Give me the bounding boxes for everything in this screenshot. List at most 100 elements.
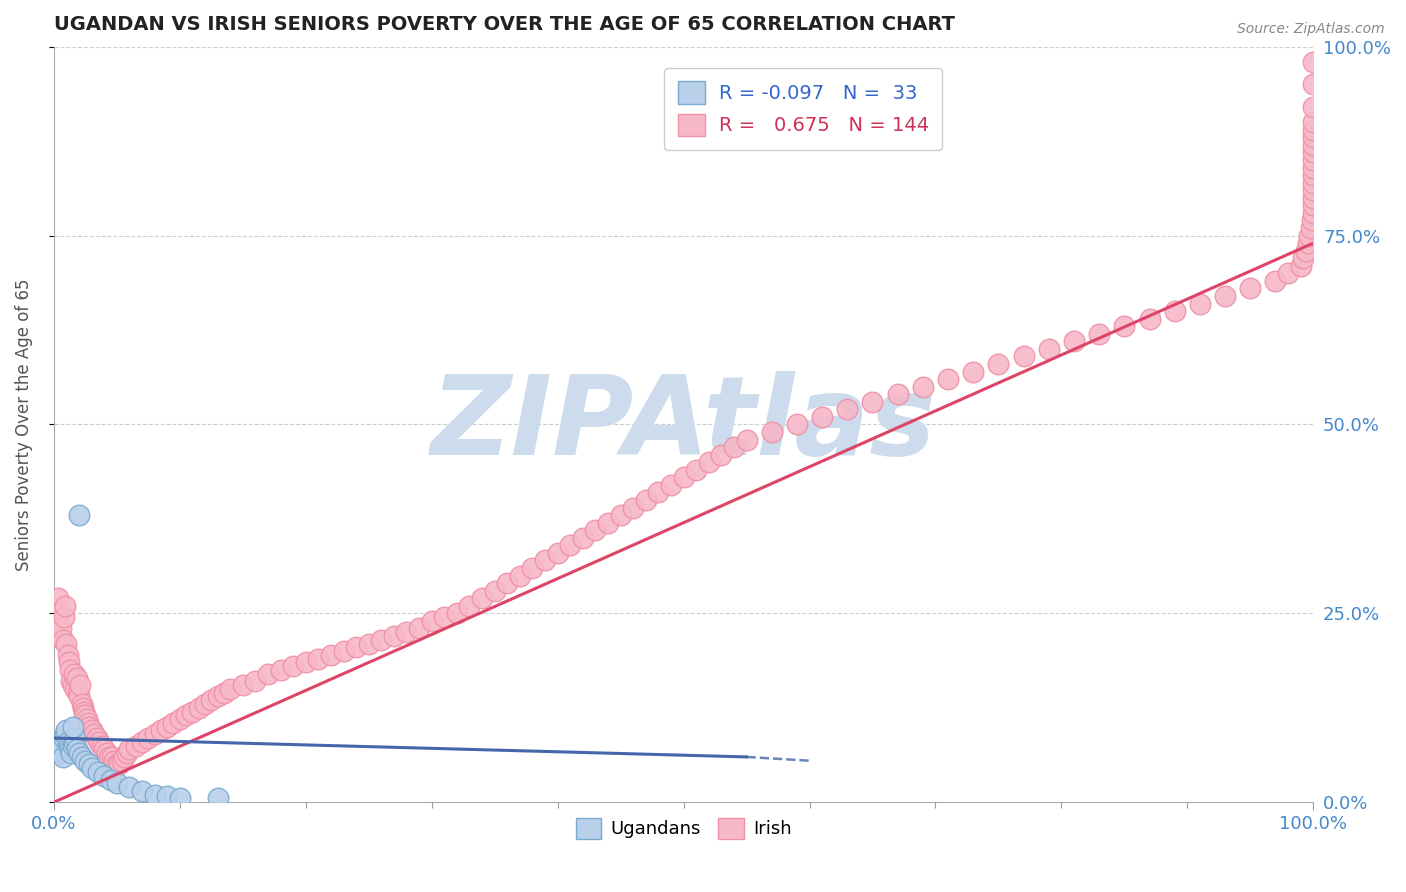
Y-axis label: Seniors Poverty Over the Age of 65: Seniors Poverty Over the Age of 65	[15, 278, 32, 571]
Point	[100, 750, 122, 764]
Point	[86, 731, 108, 745]
Point	[125, 739, 148, 753]
Point	[621, 500, 644, 515]
Legend: Ugandans, Irish: Ugandans, Irish	[568, 811, 799, 847]
Point	[70, 750, 93, 764]
Point	[1302, 183, 1324, 197]
Point	[1302, 176, 1324, 190]
Point	[496, 576, 519, 591]
Point	[169, 712, 191, 726]
Point	[90, 739, 112, 753]
Point	[281, 659, 304, 673]
Point	[63, 735, 86, 749]
Point	[433, 610, 456, 624]
Point	[710, 448, 733, 462]
Point	[77, 757, 100, 772]
Point	[534, 553, 557, 567]
Point	[118, 742, 141, 756]
Point	[69, 678, 91, 692]
Point	[51, 739, 73, 753]
Point	[53, 727, 76, 741]
Point	[962, 365, 984, 379]
Point	[1264, 274, 1286, 288]
Point	[685, 463, 707, 477]
Point	[65, 671, 87, 685]
Point	[1302, 78, 1324, 92]
Point	[58, 739, 80, 753]
Point	[245, 674, 267, 689]
Point	[59, 742, 82, 756]
Point	[112, 750, 135, 764]
Point	[143, 727, 166, 741]
Point	[471, 591, 494, 606]
Point	[48, 607, 70, 621]
Point	[886, 387, 908, 401]
Point	[63, 666, 86, 681]
Point	[862, 394, 884, 409]
Point	[56, 735, 79, 749]
Point	[408, 622, 430, 636]
Point	[1114, 319, 1136, 334]
Point	[1012, 350, 1035, 364]
Point	[232, 678, 254, 692]
Point	[67, 690, 90, 704]
Point	[105, 757, 128, 772]
Point	[59, 663, 82, 677]
Point	[219, 681, 242, 696]
Point	[75, 754, 97, 768]
Point	[1188, 296, 1211, 310]
Point	[307, 651, 329, 665]
Point	[66, 686, 89, 700]
Point	[1296, 236, 1319, 251]
Point	[294, 656, 316, 670]
Point	[105, 776, 128, 790]
Point	[70, 697, 93, 711]
Point	[111, 754, 134, 768]
Point	[1299, 221, 1322, 235]
Point	[62, 720, 84, 734]
Point	[60, 746, 83, 760]
Point	[62, 678, 84, 692]
Point	[108, 757, 131, 772]
Point	[522, 561, 544, 575]
Point	[786, 417, 808, 432]
Text: UGANDAN VS IRISH SENIORS POVERTY OVER THE AGE OF 65 CORRELATION CHART: UGANDAN VS IRISH SENIORS POVERTY OVER TH…	[53, 15, 955, 34]
Point	[96, 746, 118, 760]
Point	[60, 674, 83, 689]
Point	[56, 648, 79, 662]
Point	[93, 742, 115, 756]
Point	[1277, 266, 1299, 280]
Point	[1302, 153, 1324, 167]
Point	[1302, 122, 1324, 136]
Point	[911, 380, 934, 394]
Point	[1302, 130, 1324, 145]
Point	[1298, 228, 1320, 243]
Point	[131, 784, 153, 798]
Point	[547, 546, 569, 560]
Point	[332, 644, 354, 658]
Point	[65, 681, 87, 696]
Point	[103, 754, 125, 768]
Point	[1213, 289, 1236, 303]
Point	[49, 629, 72, 643]
Point	[1295, 244, 1317, 258]
Point	[1302, 100, 1324, 114]
Point	[420, 614, 443, 628]
Point	[509, 568, 531, 582]
Point	[89, 735, 111, 749]
Point	[837, 402, 859, 417]
Point	[83, 727, 105, 741]
Text: Source: ZipAtlas.com: Source: ZipAtlas.com	[1237, 22, 1385, 37]
Point	[735, 433, 758, 447]
Point	[1164, 304, 1187, 318]
Point	[76, 715, 98, 730]
Point	[1302, 145, 1324, 160]
Point	[1139, 311, 1161, 326]
Point	[1302, 191, 1324, 205]
Point	[187, 701, 209, 715]
Point	[46, 735, 69, 749]
Point	[583, 523, 606, 537]
Point	[395, 625, 418, 640]
Point	[67, 508, 90, 523]
Point	[572, 531, 595, 545]
